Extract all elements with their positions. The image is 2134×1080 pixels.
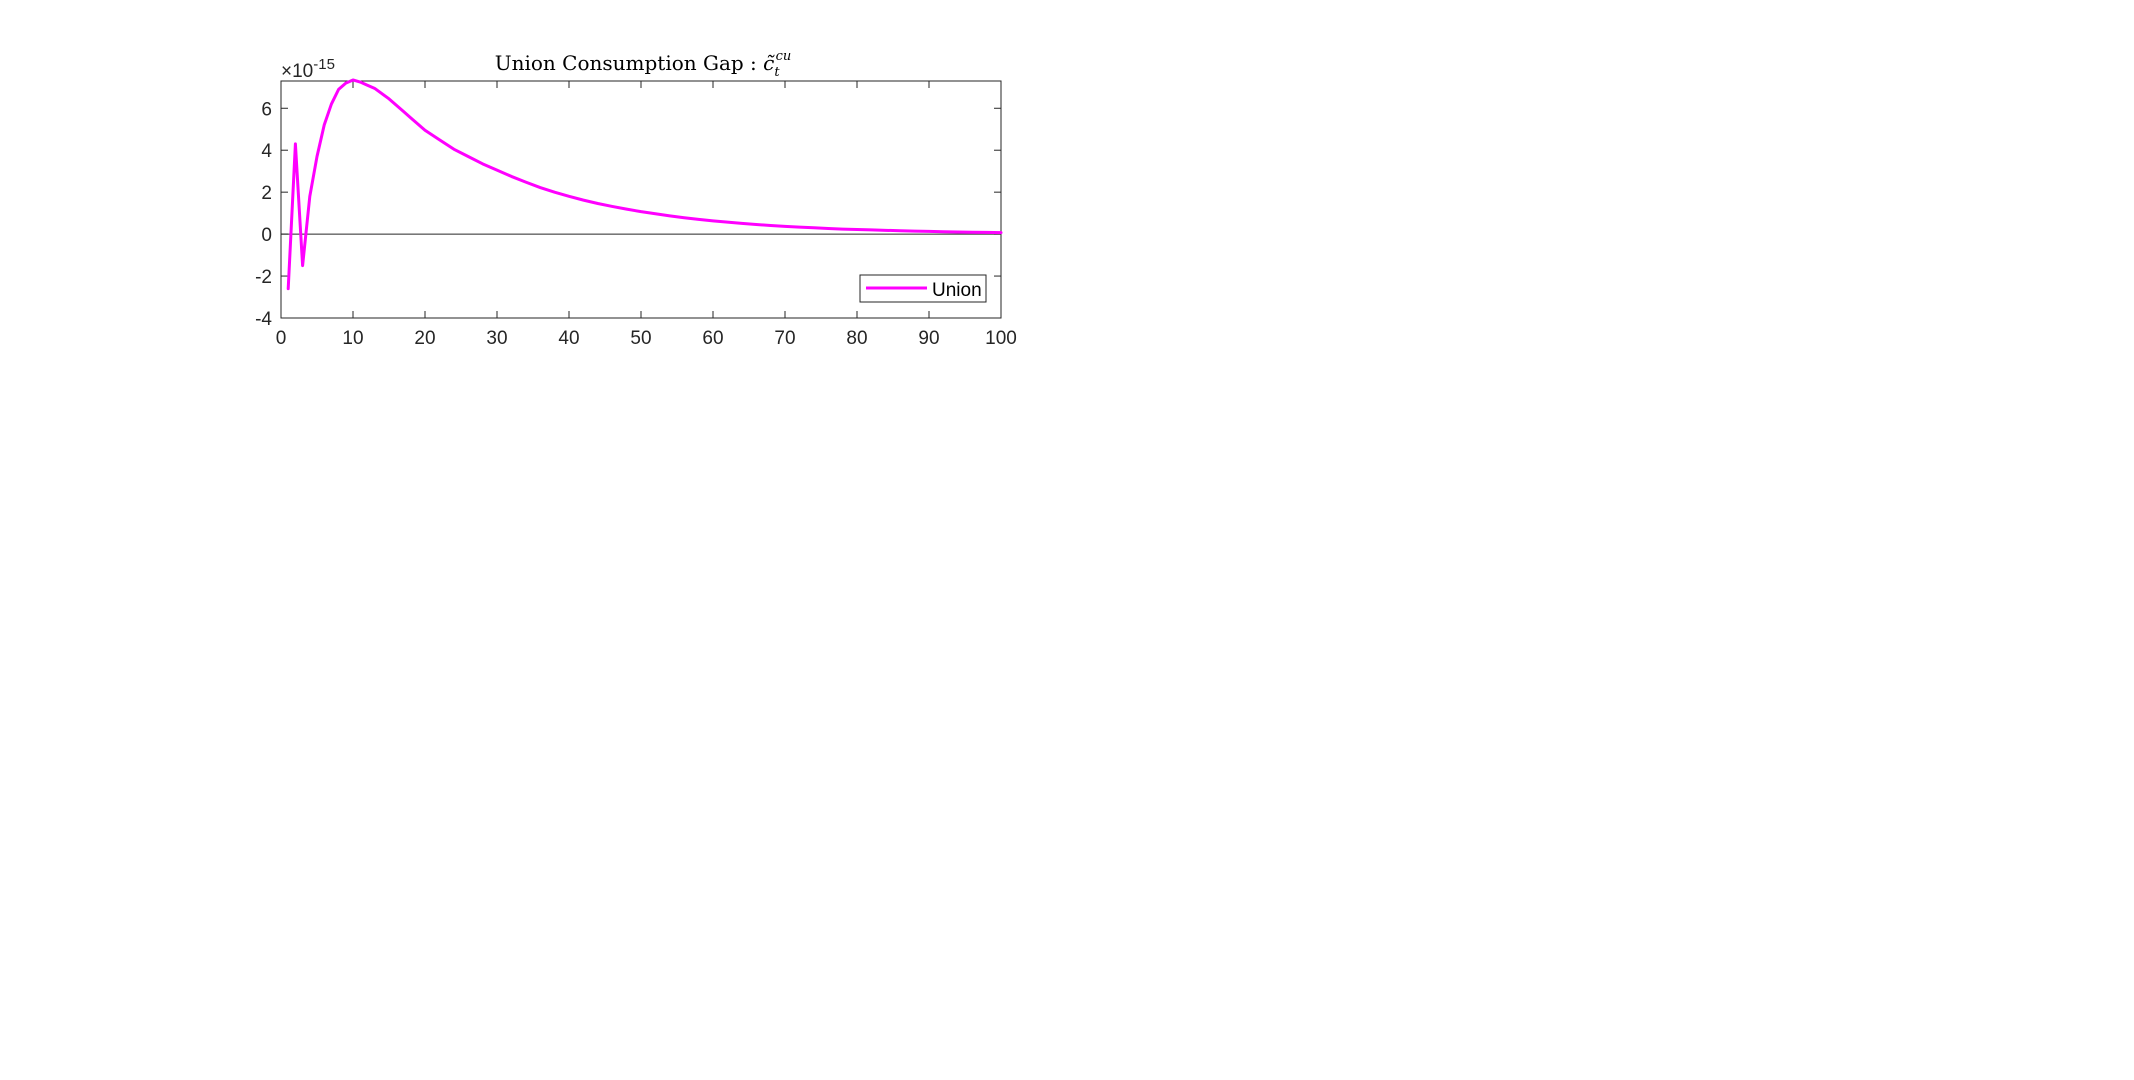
series-line-union xyxy=(286,78,1003,291)
y-tick-label: 6 xyxy=(261,99,272,120)
y-tick-label: 2 xyxy=(261,183,272,204)
x-tick-label: 90 xyxy=(918,328,939,349)
x-tick-label: 10 xyxy=(342,328,363,349)
legend-label-union: Union xyxy=(932,280,982,301)
y-axis-ticks: -4 -2 0 2 4 6 xyxy=(255,99,1001,330)
y-axis-exponent: ×10-15 xyxy=(281,56,335,82)
y-tick-label: 0 xyxy=(261,225,272,246)
x-tick-label: 30 xyxy=(486,328,507,349)
title-math-superscript: cu xyxy=(776,49,792,64)
x-axis-ticks: 0 10 20 30 40 50 60 70 80 90 100 xyxy=(276,81,1017,349)
chart-title: Union Consumption Gap : c̃tcu xyxy=(495,49,792,80)
series-layer xyxy=(286,78,1003,291)
y-tick-label: -4 xyxy=(255,309,272,330)
y-tick-label: -2 xyxy=(255,267,272,288)
title-math-subscript: t xyxy=(774,65,780,80)
x-tick-label: 60 xyxy=(702,328,723,349)
x-tick-label: 70 xyxy=(774,328,795,349)
y-tick-label: 4 xyxy=(261,141,272,162)
x-tick-label: 0 xyxy=(276,328,287,349)
legend: Union xyxy=(859,274,987,303)
y-axis-exponent-base: ×10 xyxy=(281,61,313,82)
x-tick-label: 40 xyxy=(558,328,579,349)
x-tick-label: 50 xyxy=(630,328,651,349)
title-math-symbol: c̃ xyxy=(763,51,775,75)
x-tick-label: 100 xyxy=(985,328,1017,349)
x-tick-label: 20 xyxy=(414,328,435,349)
y-axis-exponent-power: -15 xyxy=(313,56,335,73)
x-tick-label: 80 xyxy=(846,328,867,349)
